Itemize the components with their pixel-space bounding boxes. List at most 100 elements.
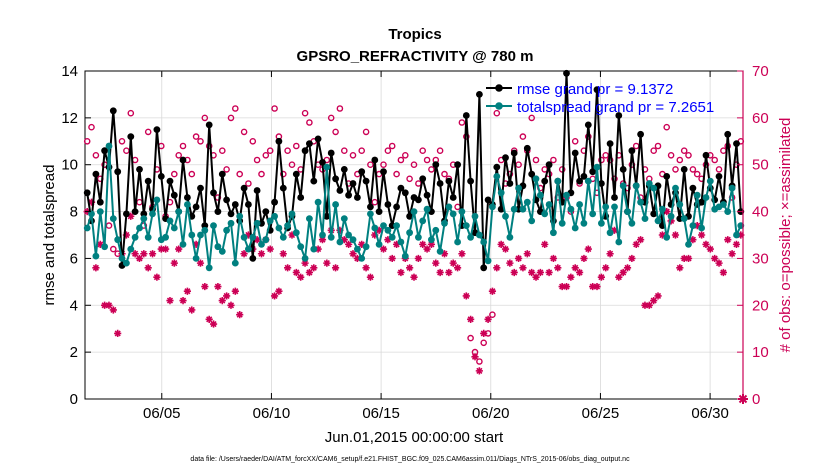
totalspread-point [554,177,562,185]
totalspread-point [632,182,640,190]
obs-assimilated-marker [575,268,584,277]
totalspread-point [672,184,679,192]
obs-assimilated-marker [397,268,405,277]
totalspread-point [445,203,453,211]
obs-assimilated-marker [414,254,422,263]
obs-possible-marker [480,339,488,347]
obs-assimilated-marker [641,301,649,309]
totalspread-point [170,224,178,232]
totalspread-point [619,182,627,190]
obs-possible-marker [175,151,182,159]
obs-assimilated-marker [318,236,327,244]
y-tick-label-left: 10 [61,157,78,174]
totalspread-point [214,243,222,251]
obs-assimilated-marker [153,273,161,281]
totalspread-point [375,241,383,248]
rmse-point [576,177,583,185]
rmse-point [541,177,549,185]
obs-assimilated-marker [693,222,701,230]
totalspread-point [231,259,239,267]
totalspread-point [689,222,697,230]
obs-assimilated-marker [340,236,348,244]
rmse-point [663,173,671,180]
totalspread-point [537,191,544,199]
obs-possible-marker [192,133,200,140]
totalspread-point [197,231,204,239]
totalspread-point [589,210,597,218]
rmse-point [698,198,705,206]
rmse-point [184,194,191,201]
rmse-point [371,156,379,164]
totalspread-point [210,222,217,230]
obs-assimilated-marker [623,264,632,272]
obs-possible-marker [332,128,339,136]
totalspread-point [432,226,440,234]
obs-possible-marker [236,170,243,178]
obs-possible-marker [571,137,579,145]
obs-assimilated-marker [92,264,100,272]
totalspread-point [415,233,422,241]
obs-possible-marker [458,119,466,126]
obs-assimilated-marker [162,245,170,253]
obs-possible-marker [711,156,719,164]
totalspread-point [345,231,352,239]
obs-assimilated-marker [87,198,96,206]
obs-assimilated-marker [724,236,732,244]
obs-possible-marker [223,166,230,173]
totalspread-point [654,217,662,225]
obs-assimilated-marker [270,292,279,300]
obs-assimilated-marker [379,245,388,253]
rmse-point [650,210,658,218]
obs-possible-marker [201,114,209,122]
totalspread-point [262,236,270,244]
x-tick-label: 06/25 [582,405,620,422]
obs-assimilated-marker [719,268,727,277]
totalspread-point [236,212,244,220]
rmse-point [253,187,261,194]
obs-assimilated-marker [406,264,414,272]
obs-assimilated-marker [179,297,187,305]
obs-possible-marker [245,180,252,187]
totalspread-point [297,243,305,251]
obs-assimilated-marker [127,212,135,220]
y-tick-label-left: 6 [70,250,78,267]
totalspread-point [340,215,348,223]
rmse-point [340,166,348,173]
totalspread-point [245,245,252,253]
rmse-point [245,201,252,208]
totalspread-point [480,238,488,246]
obs-possible-marker [197,137,204,145]
obs-possible-marker [301,109,309,117]
obs-possible-marker [693,170,701,178]
rmse-point [275,137,283,145]
rmse-point [210,189,217,197]
totalspread-point [371,224,379,232]
rmse-point [306,140,313,148]
totalspread-point [292,229,300,237]
rmse-point [523,144,531,152]
totalspread-point [362,243,370,251]
totalspread-point [188,231,196,239]
rmse-point [415,196,422,204]
totalspread-point [659,205,666,213]
rmse-point [201,222,209,230]
totalspread-point [576,201,583,208]
obs-assimilated-marker [514,254,523,263]
obs-assimilated-marker [288,231,296,239]
obs-possible-marker [406,175,413,183]
obs-possible-marker [258,170,265,178]
obs-assimilated-marker [101,301,109,309]
rmse-point [292,170,300,178]
obs-assimilated-marker [384,236,392,244]
x-tick-label: 06/20 [472,405,510,422]
totalspread-point [598,219,605,227]
y-tick-label-right: 50 [752,157,769,174]
obs-assimilated-marker [188,306,196,314]
obs-assimilated-marker [567,273,575,281]
rmse-point [297,194,305,201]
obs-possible-marker [358,147,366,154]
obs-assimilated-marker [711,254,719,263]
totalspread-point [249,233,257,241]
obs-possible-marker [602,151,610,159]
totalspread-point [136,224,143,232]
